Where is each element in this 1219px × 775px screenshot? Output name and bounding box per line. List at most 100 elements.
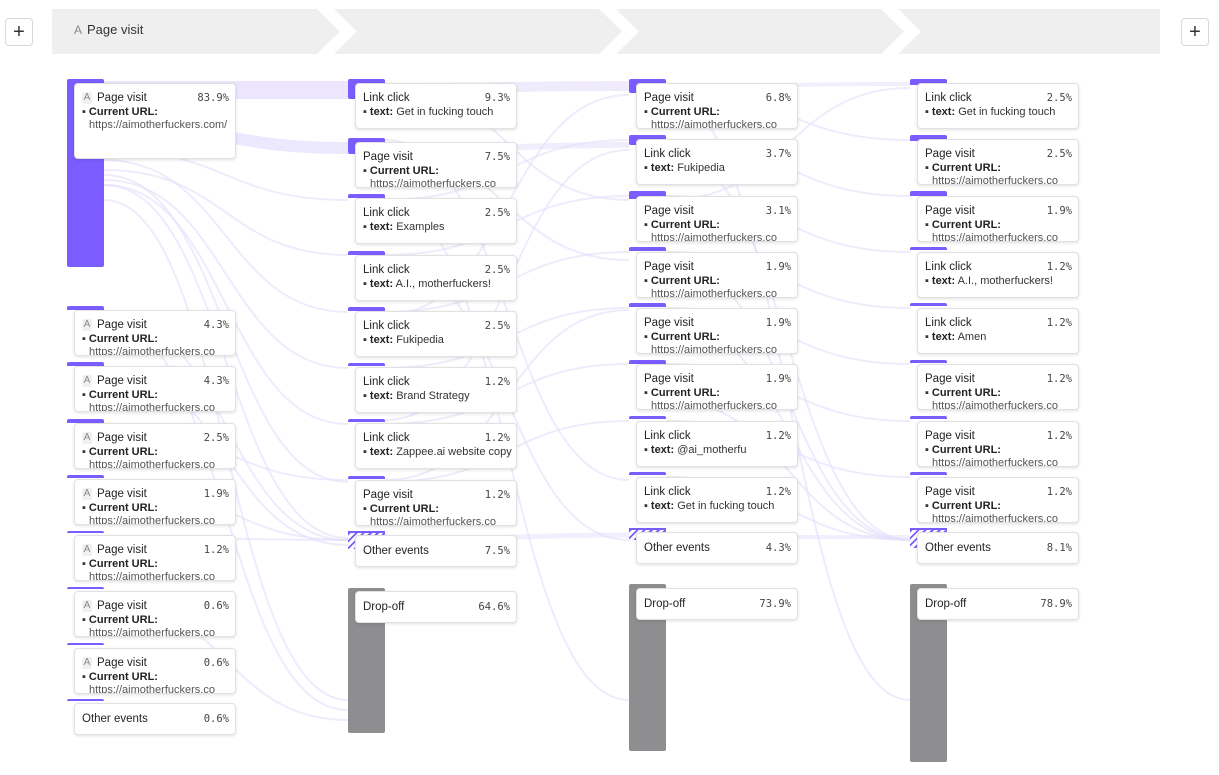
event-card[interactable]: Link click 1.2% ▪ text: A.I., motherfuckers…: [917, 252, 1079, 298]
add-step-after-button[interactable]: +: [1181, 18, 1209, 46]
event-card[interactable]: Page visit 1.9% ▪ Current URL: https://aimot…: [636, 252, 798, 298]
event-card[interactable]: Page visit 1.2% ▪ Current URL: https://aimot…: [917, 364, 1079, 410]
step-node-bar[interactable]: [348, 251, 385, 255]
step-node-bar[interactable]: [67, 306, 104, 310]
step-node-bar[interactable]: [67, 699, 104, 701]
step-node-bar[interactable]: [629, 303, 666, 307]
event-card[interactable]: Link click 2.5% ▪ text: A.I., motherfuckers…: [355, 255, 517, 301]
step-node-bar[interactable]: [348, 476, 385, 479]
event-card[interactable]: A Page visit 1.9% ▪ Current URL: https://aimo…: [74, 479, 236, 525]
flow-link: [103, 184, 349, 425]
step-node-bar[interactable]: [629, 472, 666, 475]
event-card[interactable]: A Page visit 4.3% ▪ Current URL: https://aimo…: [74, 366, 236, 412]
event-card[interactable]: Link click 2.5% ▪ text: Fukipedia: [355, 311, 517, 357]
event-card[interactable]: Page visit 3.1% ▪ Current URL: https://aimot…: [636, 196, 798, 242]
event-card[interactable]: A Page visit 2.5% ▪ Current URL: https://aimo…: [74, 423, 236, 469]
event-card-header: A Page visit 0.6%: [82, 598, 229, 613]
event-card[interactable]: Page visit 1.2% ▪ Current URL: https://aimot…: [917, 477, 1079, 523]
step-node-bar[interactable]: [348, 419, 385, 422]
event-card[interactable]: Link click 1.2% ▪ text: Amen: [917, 308, 1079, 354]
event-card[interactable]: Page visit 7.5% ▪ Current URL: https://aimot…: [355, 142, 517, 188]
bullet-icon: ▪: [82, 558, 86, 570]
event-name: Page visit: [97, 656, 147, 669]
event-card-header: Page visit 7.5%: [363, 149, 510, 164]
event-card-title: Link click: [644, 486, 691, 498]
step-node-bar[interactable]: [67, 419, 104, 423]
bullet-icon: ▪: [82, 106, 86, 118]
property-value-url: https://aimotherfuckers.co: [370, 178, 496, 188]
event-name: Page visit: [644, 260, 694, 273]
step-node-bar[interactable]: [629, 360, 666, 364]
event-card[interactable]: Link click 1.2% ▪ text: Get in fucking touc…: [636, 477, 798, 523]
event-name: Link click: [363, 375, 410, 388]
other-events-card[interactable]: Other events 0.6%: [74, 703, 236, 735]
event-card[interactable]: Page visit 1.9% ▪ Current URL: https://aimot…: [636, 364, 798, 410]
property-value-url: https://aimotherfuckers.co: [89, 402, 215, 412]
event-card[interactable]: Link click 2.5% ▪ text: Get in fucking touc…: [917, 83, 1079, 129]
step-node-bar[interactable]: [629, 416, 666, 419]
event-name: Link click: [363, 263, 410, 276]
event-card[interactable]: Page visit 1.9% ▪ Current URL: https://aimot…: [636, 308, 798, 354]
step-node-bar[interactable]: [910, 79, 947, 85]
other-events-card[interactable]: Other events 8.1%: [917, 532, 1079, 564]
event-card[interactable]: A Page visit 0.6% ▪ Current URL: https://aimo…: [74, 591, 236, 637]
event-card-header: Link click 1.2%: [925, 259, 1072, 274]
step-node-bar[interactable]: [67, 475, 104, 478]
bullet-icon: ▪: [82, 389, 86, 401]
step-node-bar[interactable]: [910, 303, 947, 306]
event-card-title: Page visit: [363, 151, 413, 163]
event-card[interactable]: Page visit 6.8% ▪ Current URL: https://aimot…: [636, 83, 798, 129]
event-card[interactable]: Page visit 1.2% ▪ Current URL: https://aimot…: [917, 421, 1079, 467]
step-node-bar[interactable]: [910, 247, 947, 250]
event-percentage: 1.9%: [203, 487, 229, 500]
step-node-bar[interactable]: [67, 362, 104, 366]
event-card[interactable]: A Page visit 4.3% ▪ Current URL: https://aimo…: [74, 310, 236, 356]
dropoff-card[interactable]: Drop-off 73.9%: [636, 588, 798, 620]
event-card-title: A Page visit: [82, 543, 147, 556]
step-node-bar[interactable]: [348, 307, 385, 311]
property-value-url: https://aimotherfuckers.co: [932, 457, 1058, 467]
event-card[interactable]: Link click 1.2% ▪ text: @ai_motherfu: [636, 421, 798, 467]
other-events-card[interactable]: Other events 4.3%: [636, 532, 798, 564]
event-card[interactable]: A Page visit 83.9% ▪ Current URL: https://aim…: [74, 83, 236, 159]
step-node-bar[interactable]: [348, 363, 385, 366]
event-card[interactable]: Link click 1.2% ▪ text: Brand Strategy: [355, 367, 517, 413]
event-card-header: A Page visit 1.9%: [82, 486, 229, 501]
dropoff-card[interactable]: Drop-off 78.9%: [917, 588, 1079, 620]
event-card[interactable]: Link click 9.3% ▪ text: Get in fucking touc…: [355, 83, 517, 129]
add-step-before-button[interactable]: +: [5, 18, 33, 46]
step-node-bar[interactable]: [348, 194, 385, 198]
step-node-bar[interactable]: [910, 472, 947, 475]
event-card[interactable]: A Page visit 0.6% ▪ Current URL: https://aimo…: [74, 648, 236, 694]
event-name: Page visit: [97, 431, 147, 444]
property-value-text: Examples: [396, 221, 445, 233]
event-card[interactable]: Link click 1.2% ▪ text: Zappee.ai website c…: [355, 423, 517, 469]
event-card[interactable]: Page visit 1.2% ▪ Current URL: https://aimot…: [355, 480, 517, 526]
step-node-bar[interactable]: [67, 531, 104, 533]
step-node-bar[interactable]: [67, 587, 104, 589]
event-card[interactable]: A Page visit 1.2% ▪ Current URL: https://aimo…: [74, 535, 236, 581]
step-node-bar[interactable]: [629, 247, 666, 251]
event-name: Link click: [644, 485, 691, 498]
event-card[interactable]: Link click 2.5% ▪ text: Examples: [355, 198, 517, 244]
step-header-label[interactable]: A Page visit: [74, 22, 143, 37]
event-card[interactable]: Link click 3.7% ▪ text: Fukipedia: [636, 139, 798, 185]
event-percentage: 2.5%: [484, 319, 510, 332]
event-percentage: 7.5%: [484, 150, 510, 163]
event-card-header: Drop-off 64.6%: [363, 598, 510, 616]
event-card[interactable]: Page visit 2.5% ▪ Current URL: https://aimot…: [917, 139, 1079, 185]
step-node-bar[interactable]: [67, 643, 104, 645]
other-events-card[interactable]: Other events 7.5%: [355, 535, 517, 567]
step-node-bar[interactable]: [629, 191, 666, 199]
step-node-bar[interactable]: [910, 135, 947, 141]
bullet-icon: ▪: [644, 444, 648, 456]
event-percentage: 4.3%: [203, 318, 229, 331]
step-header-segment-3: [616, 9, 904, 54]
dropoff-card[interactable]: Drop-off 64.6%: [355, 591, 517, 623]
step-node-bar[interactable]: [910, 191, 947, 196]
step-node-bar[interactable]: [910, 360, 947, 363]
event-card-title: A Page visit: [82, 318, 147, 331]
autocapture-icon: A: [82, 656, 92, 669]
event-card[interactable]: Page visit 1.9% ▪ Current URL: https://aimot…: [917, 196, 1079, 242]
step-node-bar[interactable]: [910, 416, 947, 419]
